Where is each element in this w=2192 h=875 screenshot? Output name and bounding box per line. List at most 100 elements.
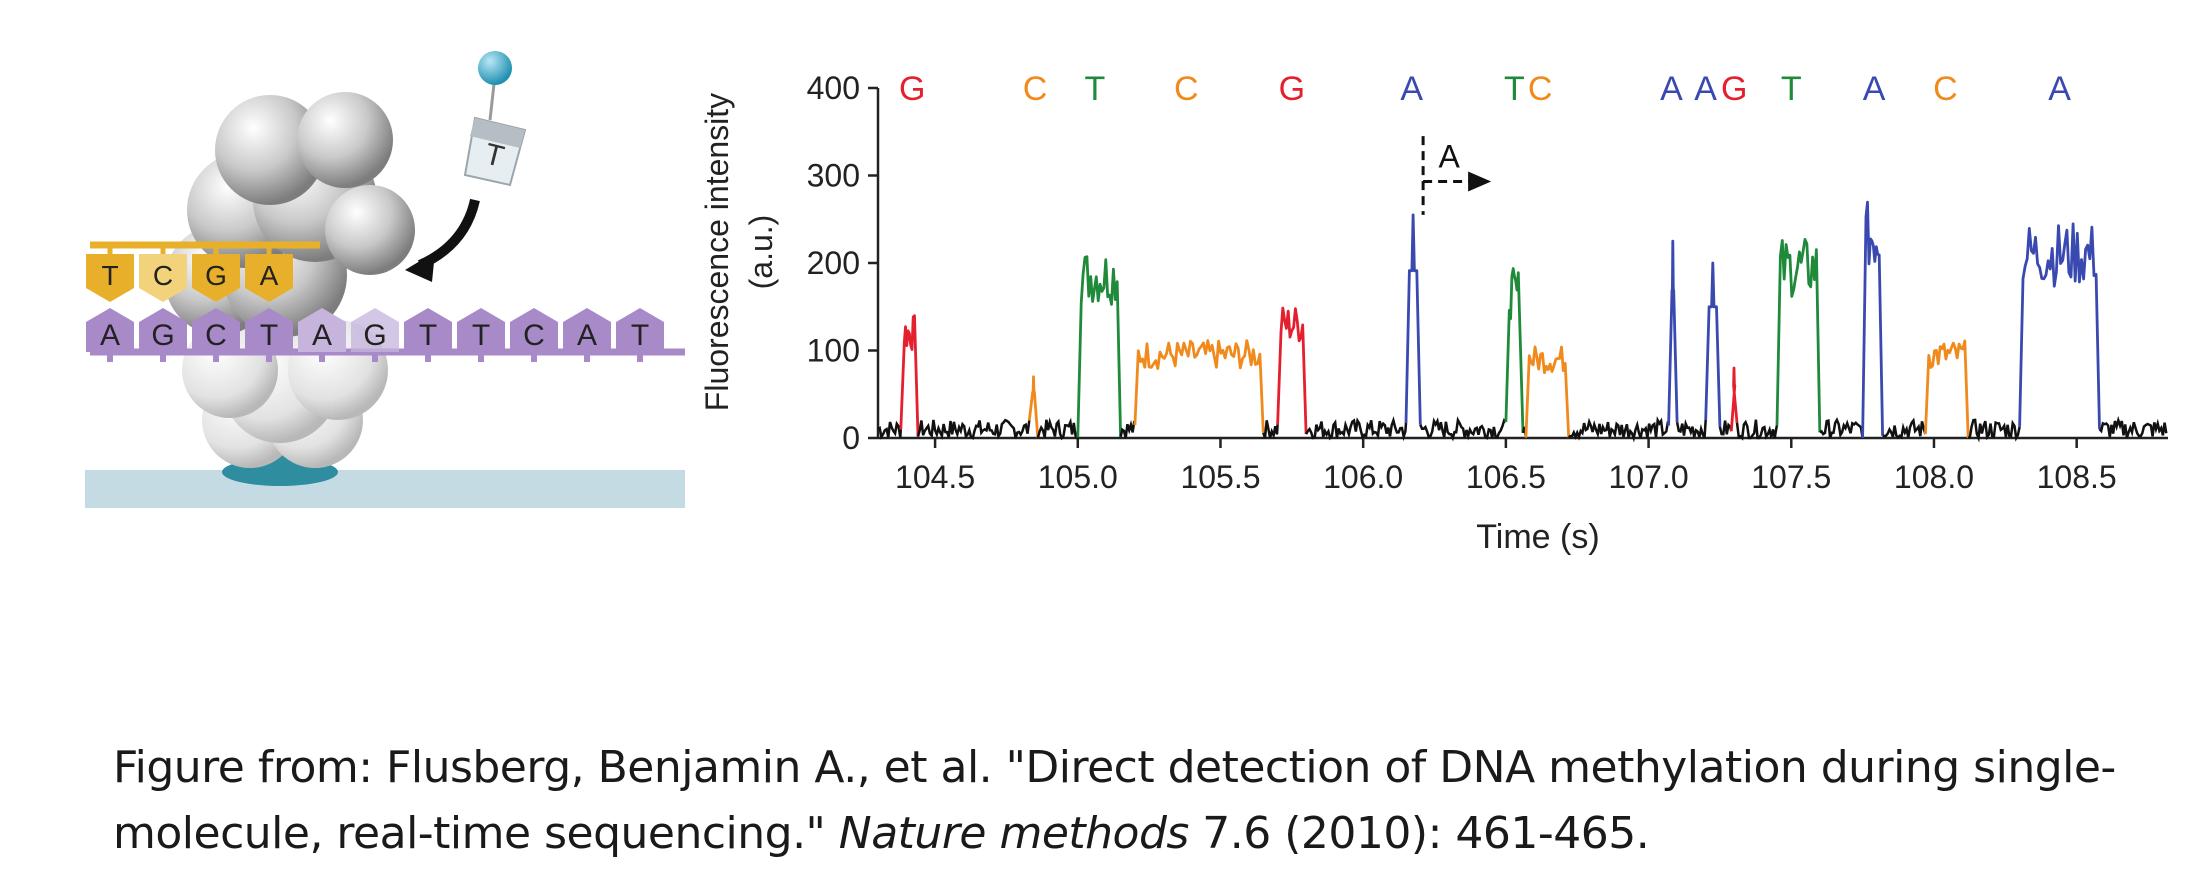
synthesized-base-label: A bbox=[260, 260, 279, 291]
template-base: A bbox=[563, 308, 611, 362]
template-base-label: C bbox=[523, 319, 545, 352]
y-tick-label: 0 bbox=[842, 420, 860, 456]
caption-text: Figure from: Flusberg, Benjamin A., et a… bbox=[113, 742, 2116, 859]
base-call-label: T bbox=[1085, 70, 1106, 108]
synthesized-base: A bbox=[245, 245, 293, 302]
base-call-label: A bbox=[2048, 70, 2071, 108]
baseline-trace bbox=[1735, 419, 1779, 441]
baseline-trace bbox=[1119, 419, 1137, 439]
template-base: C bbox=[510, 308, 558, 362]
y-tick-label: 300 bbox=[807, 158, 860, 194]
base-call-label: C bbox=[1528, 70, 1553, 108]
x-tick-label: 106.5 bbox=[1466, 459, 1546, 495]
synthesized-base-label: G bbox=[205, 260, 227, 291]
template-base: C bbox=[192, 308, 240, 362]
pulse-trace-C bbox=[1524, 345, 1571, 438]
base-call-label: A bbox=[1694, 70, 1717, 108]
y-axis-unit: (a.u.) bbox=[743, 215, 779, 290]
template-base-label: C bbox=[205, 319, 227, 352]
template-base-label: T bbox=[631, 319, 649, 352]
base-call-label: C bbox=[1933, 70, 1958, 108]
template-base: G bbox=[139, 308, 187, 362]
template-base: T bbox=[616, 308, 664, 362]
template-base-label: G bbox=[151, 319, 174, 352]
baseline-trace bbox=[1305, 416, 1408, 442]
pulse-trace-T bbox=[1775, 237, 1822, 433]
baseline-trace bbox=[1882, 417, 1927, 440]
synthesized-base-label: T bbox=[101, 260, 118, 291]
pulse-trace-A bbox=[1667, 239, 1679, 426]
base-call-label: C bbox=[1023, 70, 1048, 108]
y-tick-label: 100 bbox=[807, 333, 860, 369]
base-call-label: G bbox=[1721, 70, 1747, 108]
synthesized-base-label: C bbox=[153, 260, 173, 291]
pulse-trace-A bbox=[1704, 261, 1722, 427]
baseline-trace bbox=[1262, 420, 1279, 440]
arrow-icon bbox=[417, 198, 480, 270]
pulse-trace-A bbox=[1404, 213, 1422, 425]
base-call-label: G bbox=[899, 70, 925, 108]
base-call-label: A bbox=[1400, 70, 1423, 108]
template-base: T bbox=[245, 308, 293, 362]
baseline-trace bbox=[916, 418, 1031, 441]
incoming-nucleotide-icon: T bbox=[463, 51, 527, 187]
template-base: T bbox=[404, 308, 452, 362]
x-tick-label: 107.0 bbox=[1609, 459, 1689, 495]
figure-caption: Figure from: Flusberg, Benjamin A., et a… bbox=[113, 735, 2153, 867]
pulse-trace-C bbox=[1027, 375, 1040, 439]
baseline-trace bbox=[1036, 417, 1079, 441]
template-base: A bbox=[298, 308, 346, 362]
synthesized-base: G bbox=[192, 245, 240, 302]
x-tick-label: 105.0 bbox=[1038, 459, 1118, 495]
y-tick-label: 400 bbox=[807, 70, 860, 106]
template-base: G bbox=[351, 308, 399, 362]
pulse-trace-G bbox=[899, 314, 920, 437]
pulse-trace-A bbox=[2018, 222, 2101, 430]
template-base: T bbox=[457, 308, 505, 362]
template-base-label: A bbox=[577, 319, 597, 352]
template-base-label: T bbox=[472, 319, 490, 352]
x-tick-label: 108.5 bbox=[2037, 459, 2117, 495]
pulse-trace-C bbox=[1924, 339, 1970, 439]
template-base-label: A bbox=[100, 319, 120, 352]
x-axis-title: Time (s) bbox=[1476, 518, 1599, 556]
surface-layer bbox=[85, 470, 685, 508]
pulse-trace-G bbox=[1276, 306, 1308, 435]
caption-journal: Nature methods bbox=[838, 808, 1190, 859]
base-call-label: C bbox=[1174, 70, 1199, 108]
base-call-label: T bbox=[1781, 70, 1802, 108]
template-base: A bbox=[86, 308, 134, 362]
synthesized-base: C bbox=[139, 245, 187, 302]
x-tick-label: 105.5 bbox=[1180, 459, 1260, 495]
base-call-label: A bbox=[1863, 70, 1886, 108]
annotation-label: A bbox=[1438, 139, 1460, 175]
caption-suffix: 7.6 (2010): 461-465. bbox=[1188, 808, 1650, 859]
y-tick-label: 200 bbox=[807, 245, 860, 281]
baseline-trace bbox=[1419, 416, 1507, 442]
base-call-label: A bbox=[1660, 70, 1683, 108]
baseline-trace bbox=[2098, 415, 2168, 439]
x-tick-label: 108.0 bbox=[1894, 459, 1974, 495]
template-base-label: T bbox=[260, 319, 278, 352]
baseline-trace bbox=[1819, 417, 1864, 439]
baseline-trace bbox=[1675, 418, 1707, 439]
baseline-trace bbox=[1567, 416, 1670, 443]
arrow-head-icon bbox=[1468, 171, 1492, 192]
pulse-trace-C bbox=[1133, 339, 1265, 433]
pulse-trace-A bbox=[1861, 200, 1884, 439]
x-tick-label: 104.5 bbox=[895, 459, 975, 495]
pulse-trace-T bbox=[1504, 267, 1525, 433]
pulse-trace-T bbox=[1076, 255, 1122, 438]
template-base-label: T bbox=[419, 319, 437, 352]
synthesized-base: T bbox=[86, 245, 134, 302]
y-axis-title: Fluorescence intensity bbox=[699, 93, 735, 411]
template-base-label: A bbox=[312, 319, 332, 352]
x-tick-label: 107.5 bbox=[1751, 459, 1831, 495]
base-call-label: T bbox=[1504, 70, 1525, 108]
pulse-trace-G bbox=[1729, 366, 1739, 432]
template-base-label: G bbox=[363, 319, 386, 352]
base-call-label: G bbox=[1279, 70, 1305, 108]
